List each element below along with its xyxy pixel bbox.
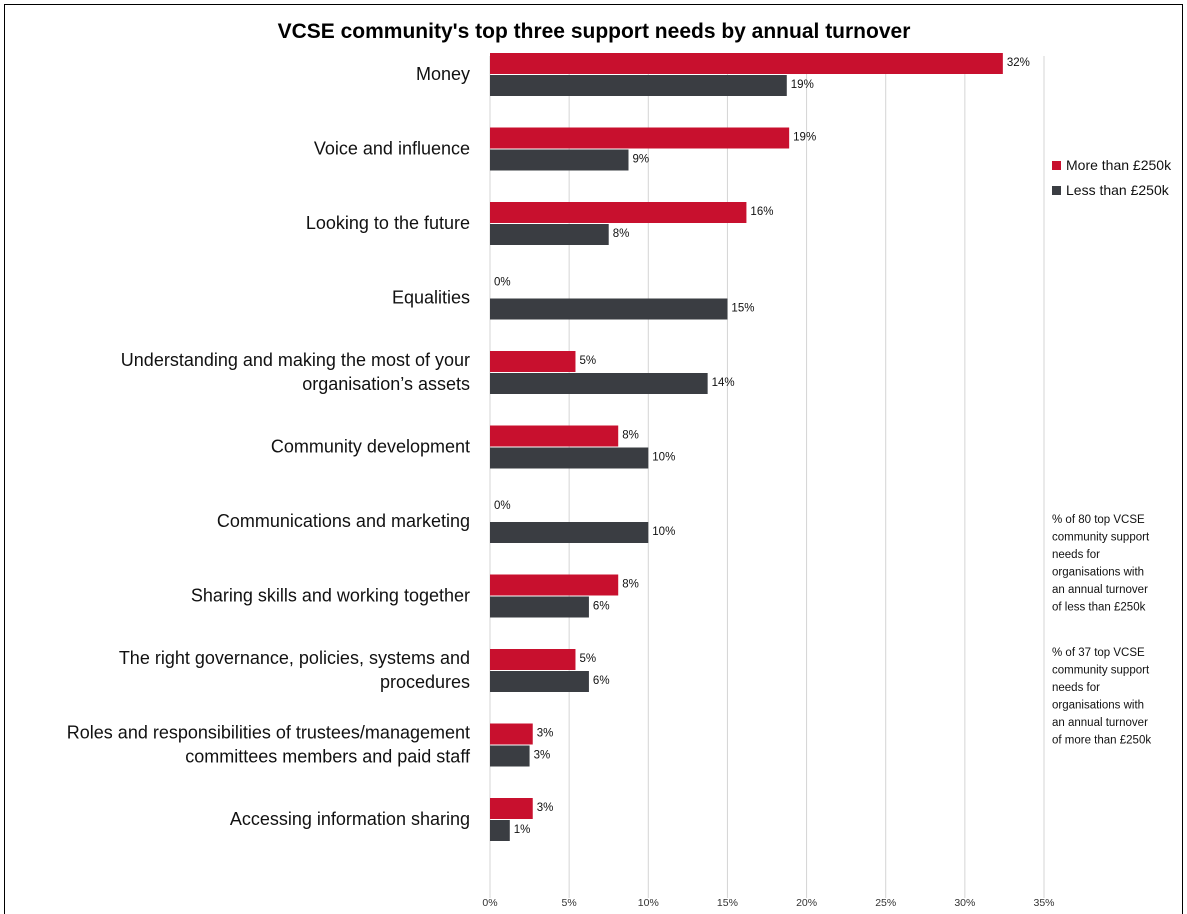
gridlines [489,56,1045,898]
category-label: The right governance, policies, systems … [119,648,470,668]
data-label: 19% [793,132,816,144]
category-label: Accessing information sharing [230,809,470,829]
data-label: 5% [579,653,596,665]
note-text: % of 37 top VCSE [1052,647,1145,659]
labels: 0% 5% 10% 15% 20% 25% 30% 35% Money 32% 19% Voice a… [67,57,1055,909]
data-label: 6% [593,601,610,613]
x-tick-label: 20% [796,897,817,909]
category-label: organisation’s assets [302,374,470,394]
bar-less-than-250k [490,596,589,618]
note-text: needs for [1052,549,1100,561]
bar-more-than-250k [490,202,747,223]
bar-less-than-250k [490,522,649,543]
data-label: 14% [712,377,735,389]
category-label: Sharing skills and working together [191,586,470,606]
note-text: % of 80 top VCSE [1052,514,1145,526]
bar-less-than-250k [490,373,708,394]
note-text: community support [1052,665,1150,677]
x-tick-label: 30% [954,897,975,909]
note-text: an annual turnover [1052,717,1148,729]
category-label: procedures [380,672,470,692]
category-label: Roles and responsibilities of trustees/m… [67,723,470,743]
data-label: 0% [494,500,511,512]
note-text: an annual turnover [1052,584,1148,596]
category-label: Money [416,64,470,84]
data-label: 8% [622,579,639,591]
category-label: Communications and marketing [217,511,470,531]
category-label: Community development [271,437,470,457]
x-tick-label: 35% [1033,897,1054,909]
data-label: 3% [537,802,554,814]
bar-less-than-250k [490,298,728,320]
category-label: committees members and paid staff [185,747,471,767]
bar-less-than-250k [490,447,649,469]
data-label: 10% [652,452,675,464]
category-label: Voice and influence [314,139,470,159]
bar-less-than-250k [490,75,787,96]
data-label: 10% [652,526,675,538]
data-label: 0% [494,277,511,289]
data-label: 6% [593,675,610,687]
bar-more-than-250k [490,425,619,447]
note-text: of more than £250k [1052,735,1151,747]
data-label: 3% [537,728,554,740]
data-label: 8% [622,430,639,442]
bar-less-than-250k [490,745,530,767]
legend-swatch [1052,186,1061,195]
x-tick-label: 10% [638,897,659,909]
category-label: Looking to the future [306,213,470,233]
note-text: organisations with [1052,700,1144,712]
category-label: Understanding and making the most of you… [121,350,470,370]
bar-more-than-250k [490,53,1003,74]
data-label: 5% [579,355,596,367]
bars [490,53,1003,841]
notes: % of 80 top VCSE community support needs f… [1052,514,1151,747]
data-label: 8% [613,228,630,240]
data-label: 1% [514,824,531,836]
x-tick-label: 0% [482,897,497,909]
x-tick-label: 5% [562,897,577,909]
chart-title: VCSE community's top three support needs… [278,20,911,43]
bar-more-than-250k [490,649,576,670]
data-label: 3% [534,750,551,762]
bar-less-than-250k [490,671,589,692]
bar-less-than-250k [490,820,510,841]
bar-more-than-250k [490,798,533,819]
x-tick-label: 15% [717,897,738,909]
legend-label: Less than £250k [1066,182,1170,198]
note-text: of less than £250k [1052,602,1146,614]
legend-label: More than £250k [1066,157,1172,173]
category-label: Equalities [392,288,470,308]
bar-more-than-250k [490,351,576,372]
bar-more-than-250k [490,127,790,149]
data-label: 32% [1007,57,1030,69]
bar-more-than-250k [490,574,619,596]
note-text: community support [1052,532,1150,544]
legend-swatch [1052,161,1061,170]
bar-less-than-250k [490,224,609,245]
note-text: organisations with [1052,567,1144,579]
data-label: 9% [633,154,650,166]
bar-less-than-250k [490,149,629,171]
data-label: 19% [791,79,814,91]
bar-more-than-250k [490,723,533,745]
data-label: 16% [750,206,773,218]
note-text: needs for [1052,682,1100,694]
legend: More than £250k Less than £250k [1052,157,1172,198]
x-tick-label: 25% [875,897,896,909]
data-label: 15% [731,303,754,315]
